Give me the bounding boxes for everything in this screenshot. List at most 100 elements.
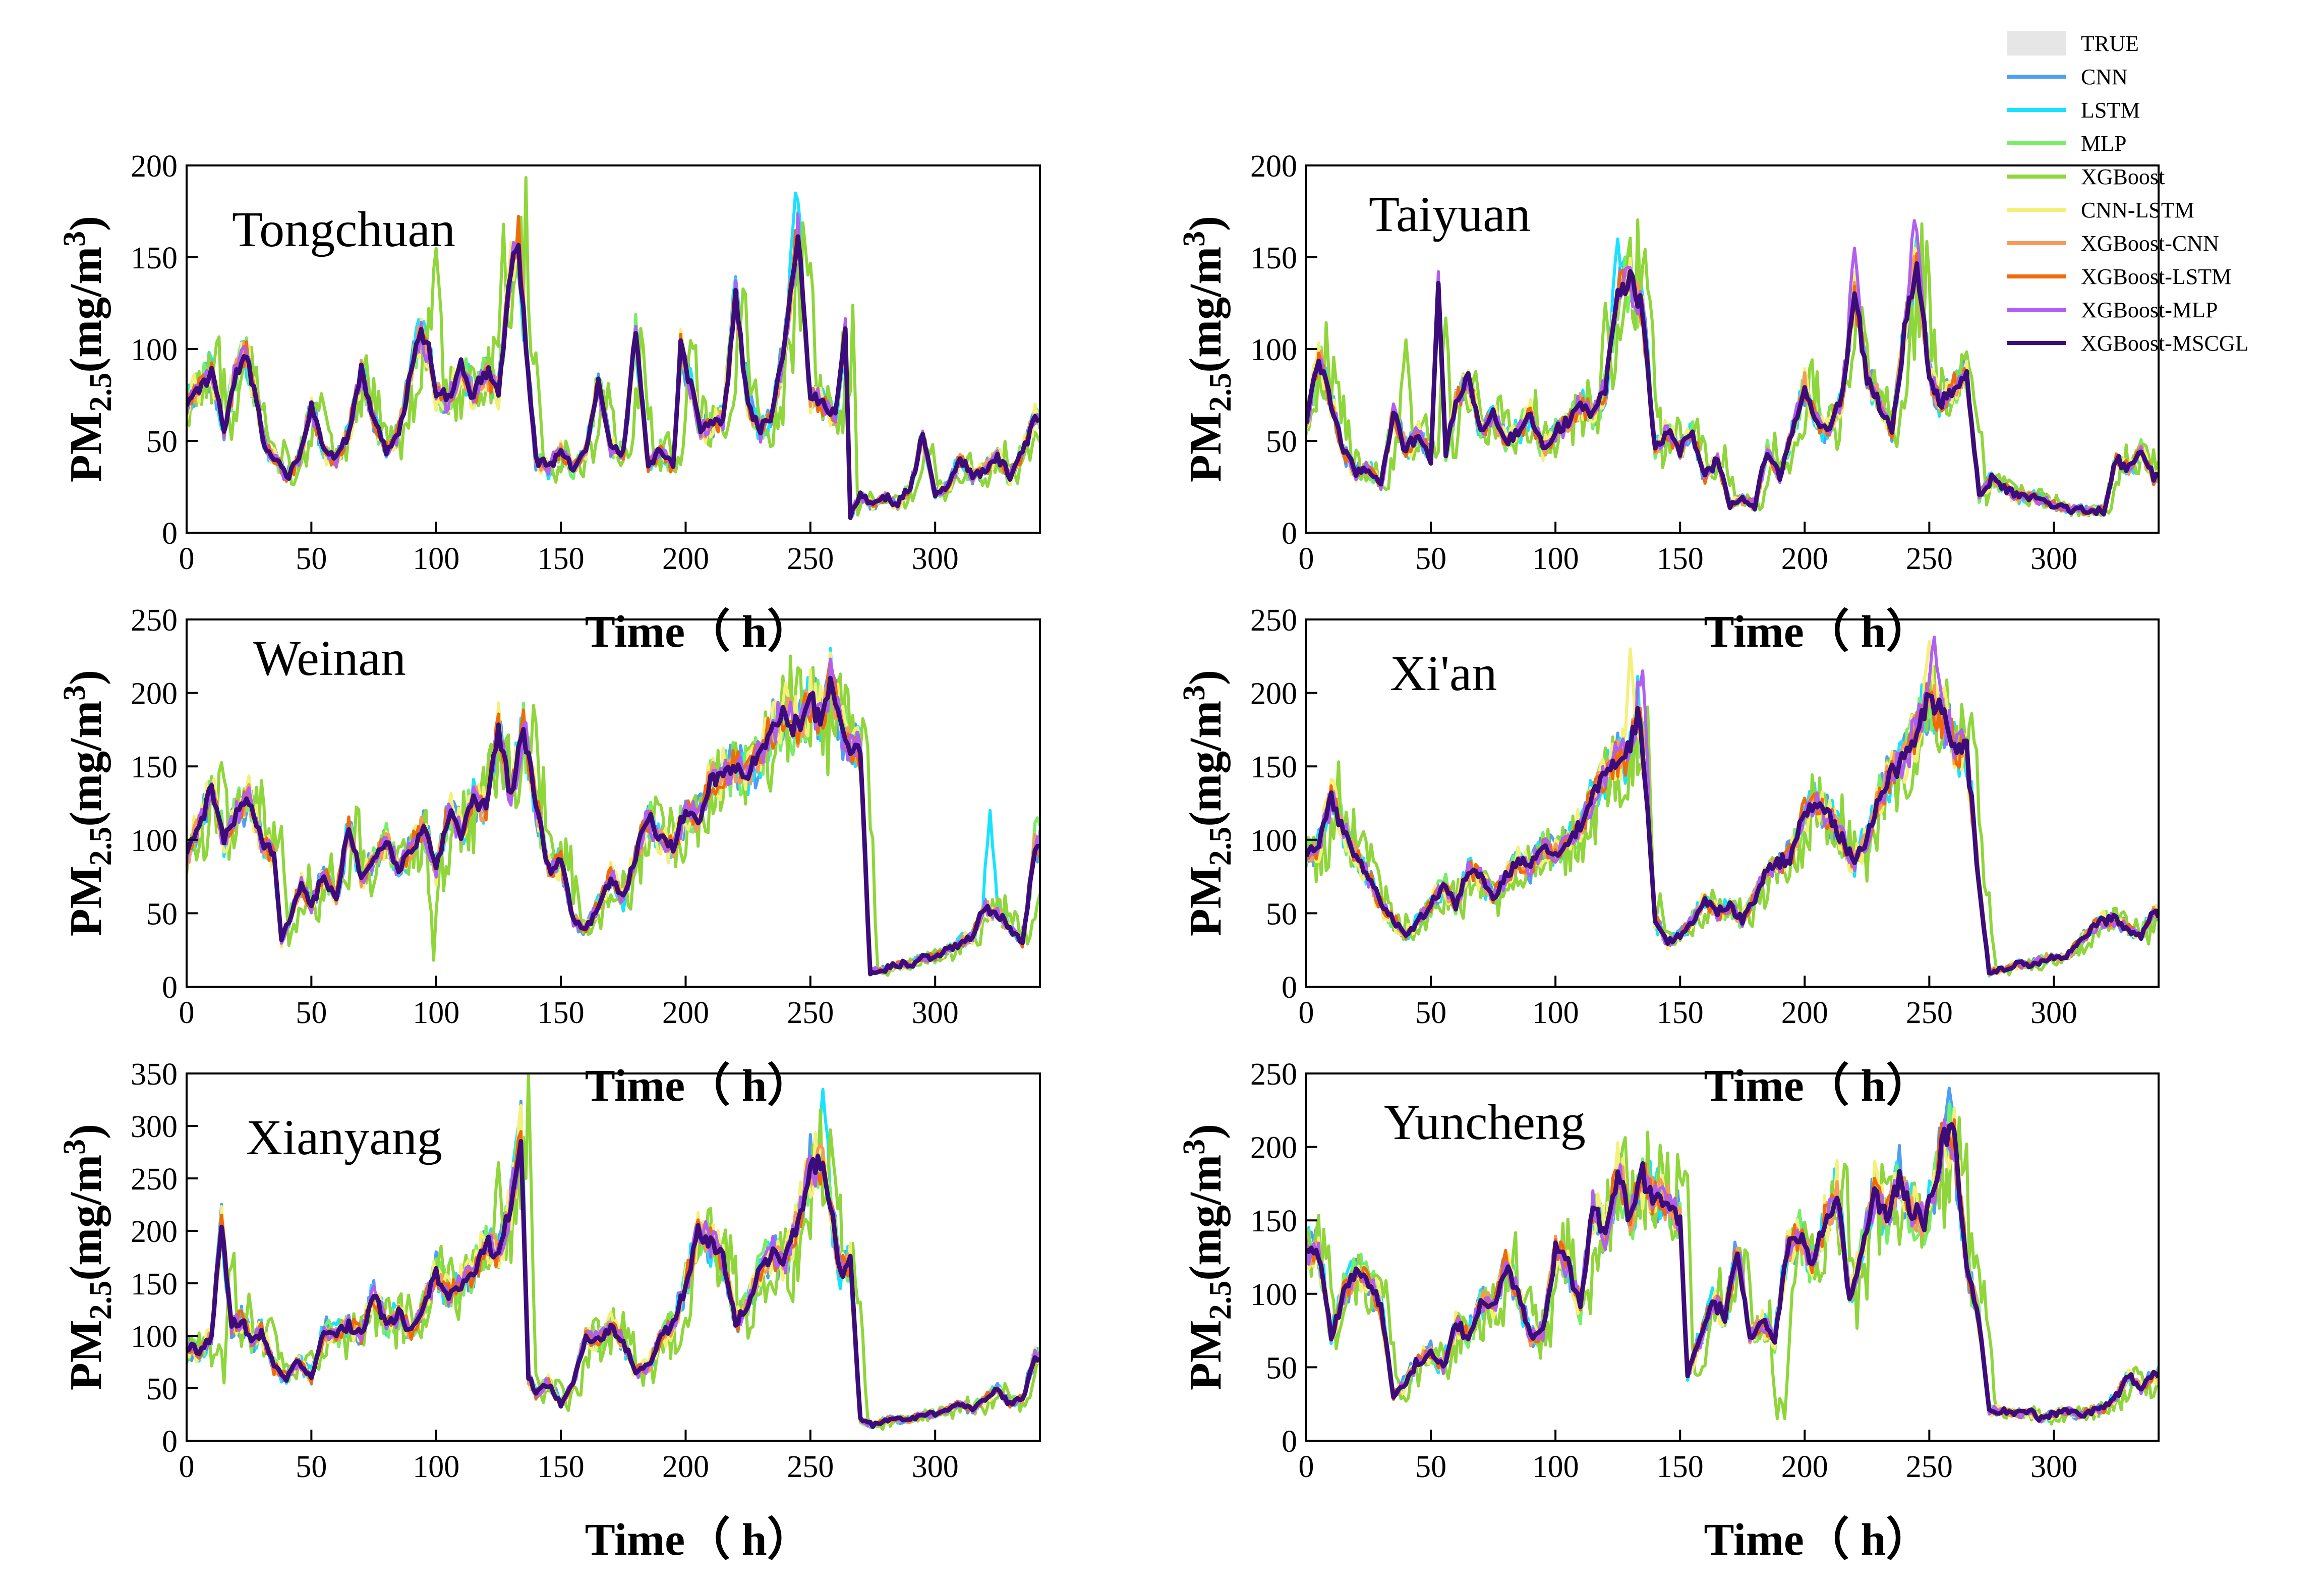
y-axis-title-ylabel-main: PM: [61, 412, 111, 482]
x-tick-label: 50: [1415, 542, 1446, 576]
x-tick-label: 300: [2030, 542, 2077, 576]
x-tick-label: 100: [413, 996, 459, 1030]
x-tick-label: 250: [787, 996, 834, 1030]
x-tick-label: 200: [662, 996, 709, 1030]
y-axis-title-ylabel-sup: 3: [57, 685, 92, 701]
series-line-xgboost-lstm: [187, 1130, 1040, 1429]
y-axis-title-ylabel-main: PM: [1181, 412, 1231, 482]
y-axis-title-ylabel-main: PM: [1181, 1320, 1231, 1390]
series-line-xgboost: [187, 654, 1040, 977]
series-line-cnn: [187, 211, 1040, 517]
y-tick-label: 250: [131, 1162, 178, 1197]
panel-yuncheng: 0 50 100 150 200 250 300 0 50 100 150 200 250 Yunchen…: [1177, 1057, 2160, 1565]
series-line-lstm: [1306, 674, 2159, 975]
x-tick-label: 100: [413, 542, 459, 576]
series-line-xgboost-mlp: [187, 1153, 1040, 1428]
x-tick-label: 200: [662, 1450, 709, 1484]
city-label: Yuncheng: [1384, 1094, 1586, 1150]
x-tick-label: 300: [912, 1450, 959, 1484]
x-tick-label: 50: [296, 542, 327, 576]
y-tick-label: 150: [1250, 1204, 1297, 1238]
city-label: Taiyuan: [1369, 186, 1531, 242]
y-tick-label: 250: [131, 603, 178, 638]
y-axis-title-ylabel-unit: (mg/m: [61, 247, 111, 373]
y-tick-label: 0: [162, 517, 178, 551]
y-tick-label: 200: [131, 677, 178, 711]
panel-taiyuan: 0 50 100 150 200 250 300 0 50 100 150 200 Taiyuan Tim…: [1177, 149, 2160, 657]
y-axis-title-ylabel-sub: 2.5: [84, 373, 118, 412]
series-line-xgboost-cnn: [1306, 684, 2159, 975]
city-label: Weinan: [253, 630, 406, 686]
series-line-lstm: [1306, 1101, 2159, 1423]
x-axis-title: Time（ h）: [1704, 1061, 1932, 1111]
city-label: Xi'an: [1390, 645, 1497, 701]
legend-label: XGBoost-MSCGL: [2081, 331, 2249, 356]
x-tick-label: 250: [1906, 996, 1953, 1030]
x-tick-label: 50: [296, 996, 327, 1030]
legend-label: TRUE: [2081, 31, 2139, 56]
city-label: Xianyang: [246, 1109, 442, 1165]
series-line-xgboost-mscgl: [187, 234, 1040, 520]
y-axis-title-ylabel-close: ): [1181, 1124, 1231, 1139]
y-tick-label: 200: [131, 1215, 178, 1249]
y-tick-label: 0: [1282, 1425, 1297, 1459]
y-axis-title-ylabel-main: PM: [61, 1320, 111, 1390]
x-tick-label: 0: [179, 1450, 195, 1484]
x-tick-label: 100: [1532, 1450, 1579, 1484]
legend-label: XGBoost-CNN: [2081, 231, 2219, 256]
series-line-lstm: [187, 647, 1040, 972]
x-tick-label: 150: [538, 996, 585, 1030]
y-axis-title-ylabel-sub: 2.5: [84, 827, 118, 866]
legend-item-cnn: CNN: [2007, 65, 2128, 89]
y-axis-title-ylabel-sup: 3: [57, 231, 92, 247]
x-tick-label: 100: [1532, 542, 1579, 576]
y-tick-label: 250: [1250, 1057, 1297, 1092]
city-label: Tongchuan: [232, 201, 455, 257]
series-line-mlp: [187, 1131, 1040, 1428]
y-axis-title-ylabel-unit: (mg/m: [61, 701, 111, 827]
series-line-xgboost-mscgl: [187, 1139, 1040, 1429]
y-axis-title-ylabel-unit: (mg/m: [1181, 247, 1231, 373]
legend-label: CNN: [2081, 65, 2128, 89]
y-axis-title: PM2.5(mg/m3): [57, 1124, 118, 1390]
axes-frame: [186, 1072, 1041, 1442]
series-line-xgboost: [1306, 665, 2159, 977]
y-axis-title: PM2.5(mg/m3): [1177, 1124, 1238, 1390]
y-axis-title: PM2.5(mg/m3): [57, 216, 118, 482]
legend-label: XGBoost: [2081, 164, 2165, 189]
y-tick-label: 200: [1250, 149, 1297, 184]
legend-label: XGBoost-MLP: [2081, 298, 2218, 322]
series-line-xgboost-cnn: [187, 1132, 1040, 1427]
series-line-xgboost: [1306, 218, 2159, 518]
y-tick-label: 0: [1282, 517, 1297, 551]
y-tick-label: 200: [1250, 677, 1297, 711]
y-tick-label: 50: [146, 1372, 178, 1406]
y-tick-label: 50: [1266, 1351, 1297, 1385]
series-line-xgboost-cnn: [187, 219, 1040, 515]
series-line-mlp: [1306, 695, 2159, 978]
y-tick-label: 350: [131, 1057, 178, 1092]
y-axis-title-ylabel-main: PM: [61, 866, 111, 936]
y-axis-title-ylabel-sub: 2.5: [84, 1281, 118, 1320]
x-tick-label: 150: [1657, 996, 1704, 1030]
y-axis-title-ylabel-main: PM: [1181, 866, 1231, 936]
y-axis-title: PM2.5(mg/m3): [1177, 216, 1238, 482]
series-line-xgboost: [187, 176, 1040, 517]
y-axis-title-ylabel-sub: 2.5: [1203, 1281, 1238, 1320]
y-tick-label: 0: [162, 1425, 178, 1459]
x-tick-label: 150: [538, 542, 585, 576]
x-axis-title: Time（ h）: [1704, 1515, 1932, 1565]
x-tick-label: 0: [1299, 996, 1314, 1030]
series-line-xgboost-cnn: [187, 679, 1040, 976]
x-tick-label: 50: [1415, 1450, 1446, 1484]
y-axis-title: PM2.5(mg/m3): [1177, 670, 1238, 936]
y-axis-title-ylabel-close: ): [61, 670, 111, 685]
x-tick-label: 300: [912, 542, 959, 576]
panel-weinan: 0 50 100 150 200 250 300 0 50 100 150 200 250 Weinan T…: [57, 603, 1041, 1111]
legend-item-xgboost: XGBoost: [2007, 164, 2165, 189]
y-tick-label: 150: [1250, 750, 1297, 784]
y-tick-label: 50: [146, 425, 178, 459]
legend-swatch: [2007, 31, 2066, 55]
series-line-xgboost-lstm: [187, 214, 1040, 516]
y-tick-label: 0: [1282, 971, 1297, 1005]
